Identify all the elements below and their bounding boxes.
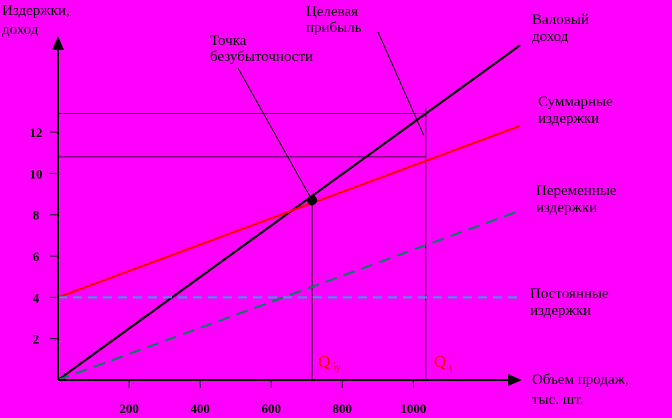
y-tick-label: 6 [33,249,40,264]
breakeven-label-line: Точка [210,33,247,49]
total-costs-label-line: Суммарные [538,94,613,110]
x-axis-title-line: Объем продаж, [532,372,629,388]
breakeven-pointer [237,67,313,201]
revenue-label-line: доход [532,29,569,45]
variable-costs-label: Переменные издержки [536,183,617,216]
labels: Издержки, доход Объем продаж, тыс. шт. Валов… [2,3,629,408]
y-tick-label: 12 [30,125,43,140]
breakeven-label-line: безубыточности [210,49,313,65]
target-profit-label: Целевая прибыль [306,4,362,36]
series-lines [57,44,521,381]
y-axis-title-line: Издержки, [2,3,70,19]
y-axis-title-line: доход [2,22,39,38]
variable-costs-line [57,209,521,381]
y-tick-label: 4 [33,290,40,305]
x-tick-label: 400 [190,401,210,416]
fixed-costs-label: Постоянные издержки [530,286,609,319]
q-target-subscript: ц [446,361,452,373]
x-tick-label: 600 [261,401,281,416]
x-axis-title-line: тыс. шт. [532,392,584,408]
variable-costs-label-line: издержки [536,200,597,216]
y-tick-label: 2 [33,332,40,347]
ticks: 2 4 6 8 10 12 200 400 600 800 1000 [30,125,427,416]
total-costs-label: Суммарные издержки [538,94,613,127]
fixed-costs-label-line: издержки [530,303,591,319]
breakeven-label: Точка безубыточности [210,33,313,65]
revenue-label-line: Валовый [532,12,589,28]
q-breakeven-subscript: бу [330,361,341,373]
target-pointer [377,31,425,136]
target-profit-label-line: Целевая [306,4,358,20]
guide-lines [58,31,427,380]
y-tick-label: 8 [33,208,40,223]
total-costs-line [57,124,521,299]
x-tick-label: 1000 [400,401,426,416]
total-costs-label-line: издержки [538,111,599,127]
x-tick-label: 800 [333,401,353,416]
y-axis-arrow [52,36,64,50]
y-tick-label: 10 [30,166,43,181]
target-profit-label-line: прибыль [306,20,362,36]
axes [52,36,522,386]
x-tick-label: 200 [119,401,139,416]
fixed-costs-label-line: Постоянные [530,286,609,302]
revenue-label: Валовый доход [532,12,589,45]
y-axis-title: Издержки, доход [2,3,70,38]
x-axis-title: Объем продаж, тыс. шт. [532,372,629,408]
variable-costs-label-line: Переменные [536,183,617,199]
x-axis-arrow [508,374,522,386]
breakeven-point [307,195,318,206]
